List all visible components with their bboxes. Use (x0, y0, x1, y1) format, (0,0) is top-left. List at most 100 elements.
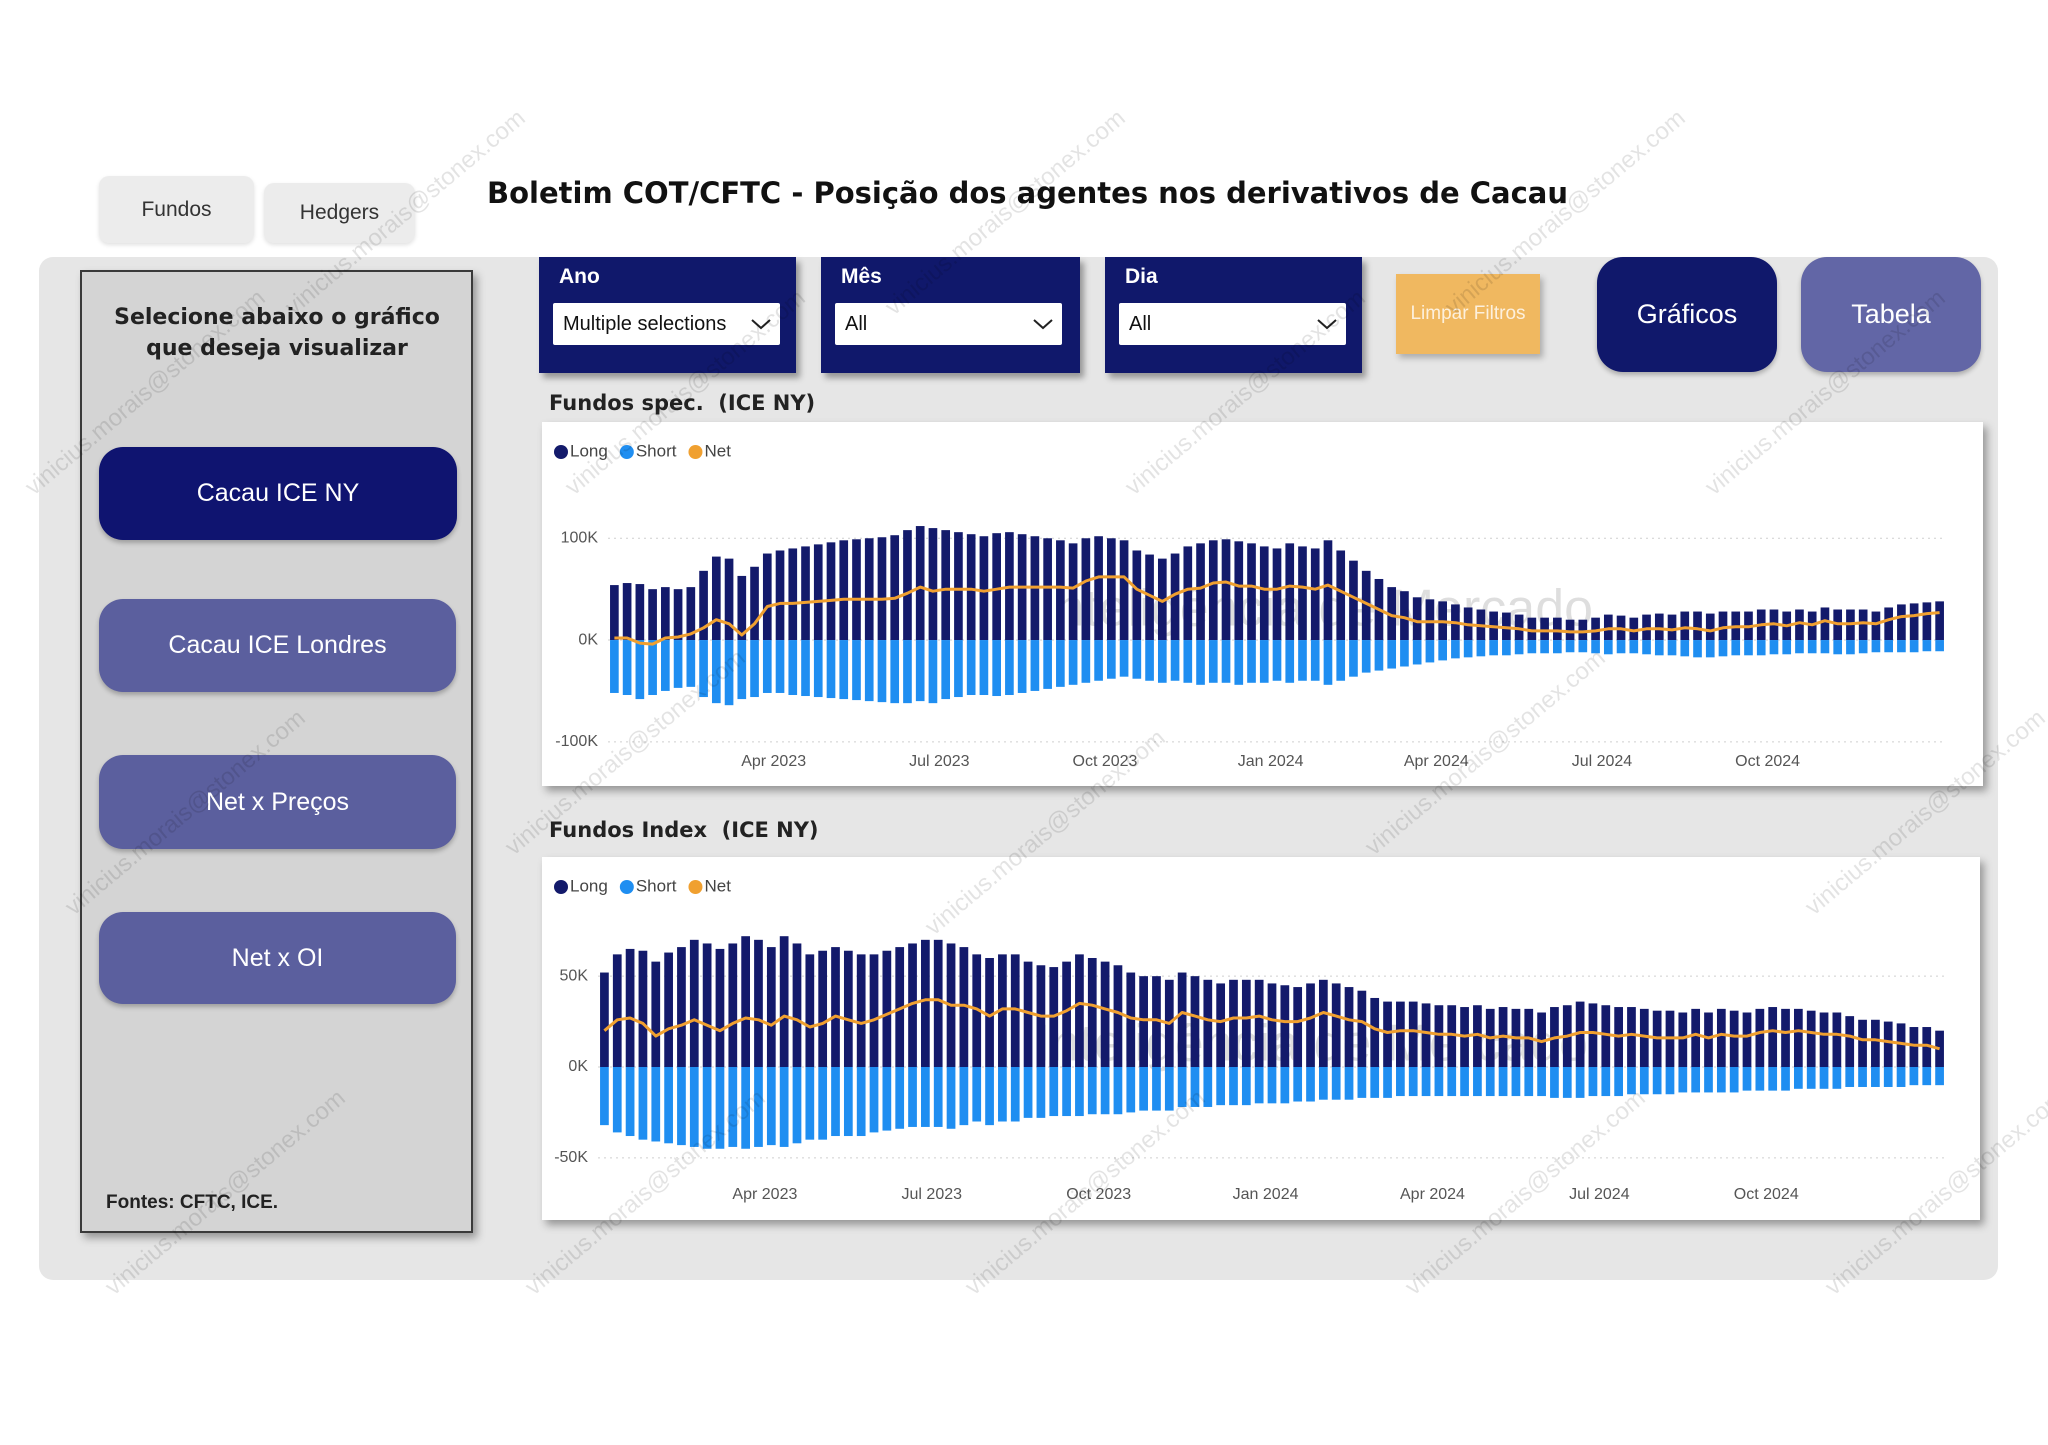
bar (1909, 603, 1919, 641)
bar (908, 943, 917, 1067)
bar (638, 950, 648, 1067)
bar (673, 589, 683, 641)
filter[interactable]: Ano Multiple selections (539, 257, 796, 373)
bar (1588, 1003, 1598, 1067)
bar (648, 589, 657, 641)
bar (941, 640, 951, 700)
bar (1247, 640, 1256, 683)
bar (1306, 1067, 1315, 1102)
bar (1705, 613, 1715, 641)
bar (1190, 976, 1200, 1067)
nav-button[interactable]: Net x OI (99, 912, 456, 1004)
bar (1272, 548, 1282, 641)
bar (1729, 1010, 1739, 1067)
bar (1203, 979, 1213, 1067)
bar (1280, 1067, 1290, 1104)
nav-button[interactable]: Net x Preços (99, 755, 456, 849)
x-tick-label: Apr 2023 (732, 1186, 797, 1203)
bar (1298, 546, 1307, 641)
bar (921, 939, 930, 1067)
net-line (614, 575, 1940, 646)
filter[interactable]: Mês All (821, 257, 1080, 373)
bar (711, 556, 721, 641)
bar (1565, 619, 1575, 641)
bar (1383, 1067, 1392, 1098)
bar (1473, 1005, 1482, 1067)
bar (908, 1067, 917, 1127)
bar (702, 943, 712, 1067)
chevron (1317, 319, 1337, 330)
bar (1742, 1012, 1752, 1067)
dropdown[interactable]: All (1119, 303, 1346, 345)
bar (1846, 640, 1855, 655)
bar (728, 1067, 738, 1147)
bar (801, 546, 810, 641)
bar (1909, 640, 1919, 653)
bar (625, 948, 635, 1067)
dropdown[interactable]: All (835, 303, 1062, 345)
bar (1578, 640, 1588, 653)
bar (1704, 1012, 1713, 1067)
bar (1170, 640, 1180, 681)
bar (895, 947, 905, 1067)
bar (1170, 553, 1180, 641)
bar (673, 640, 683, 688)
bar (1460, 1067, 1469, 1097)
bar (788, 548, 798, 641)
bar (1374, 640, 1384, 671)
bar (992, 533, 1001, 641)
bar (1400, 591, 1409, 641)
nav-button[interactable]: Cacau ICE NY (99, 447, 457, 540)
clear-filters-button[interactable]: Limpar Filtros (1396, 274, 1540, 354)
bar (1614, 1067, 1623, 1097)
bar (1336, 640, 1346, 681)
bar (724, 558, 734, 641)
bar (1216, 983, 1226, 1067)
bar (946, 1067, 956, 1129)
bar (831, 947, 840, 1067)
tab[interactable]: Hedgers (264, 183, 415, 243)
bar (1298, 640, 1307, 681)
tab[interactable]: Fundos (99, 176, 254, 243)
bar (651, 961, 661, 1067)
dropdown[interactable]: Multiple selections (553, 303, 780, 345)
y-tick-label: 0K (568, 1058, 588, 1075)
bar (998, 1067, 1007, 1122)
bar (992, 640, 1001, 697)
nav-button[interactable]: Cacau ICE Londres (99, 599, 456, 692)
view-button[interactable]: Gráficos (1597, 257, 1777, 372)
bar (1323, 640, 1333, 685)
bar (1537, 1012, 1546, 1067)
bar (1190, 1067, 1200, 1107)
bar (754, 939, 763, 1067)
bar (1756, 640, 1766, 656)
filter[interactable]: Dia All (1105, 257, 1362, 373)
bar (856, 954, 866, 1067)
bar (1819, 1012, 1829, 1067)
bar (979, 640, 989, 696)
bar (1858, 609, 1868, 641)
bar (1126, 1067, 1136, 1113)
bar (1408, 1067, 1418, 1097)
bar (1259, 546, 1269, 641)
bar (813, 544, 823, 641)
bar (1527, 640, 1537, 654)
bar (1922, 1067, 1932, 1086)
legend-marker (554, 445, 568, 459)
bar (877, 640, 887, 703)
bar (928, 640, 938, 704)
bar (1742, 1067, 1752, 1091)
bar (1639, 1067, 1649, 1095)
bar (801, 640, 810, 697)
bar (1145, 640, 1154, 681)
bar (1807, 640, 1817, 654)
bar (890, 640, 900, 704)
view-button[interactable]: Tabela (1801, 257, 1981, 372)
bar (1036, 1067, 1046, 1118)
bar (1081, 640, 1091, 683)
bar (1498, 1067, 1508, 1097)
bar (1652, 1067, 1662, 1095)
x-tick-label: Oct 2024 (1735, 753, 1800, 770)
